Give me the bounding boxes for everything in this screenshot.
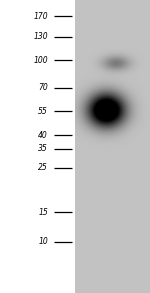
Text: 35: 35 [38, 144, 48, 153]
Bar [0, 0, 75, 293]
Text: 170: 170 [33, 12, 48, 21]
Text: 70: 70 [38, 84, 48, 92]
Text: 15: 15 [38, 208, 48, 217]
Text: 130: 130 [33, 32, 48, 41]
Text: 25: 25 [38, 163, 48, 172]
Text: 40: 40 [38, 131, 48, 140]
Text: 55: 55 [38, 107, 48, 116]
Text: 100: 100 [33, 56, 48, 64]
Text: 10: 10 [38, 237, 48, 246]
